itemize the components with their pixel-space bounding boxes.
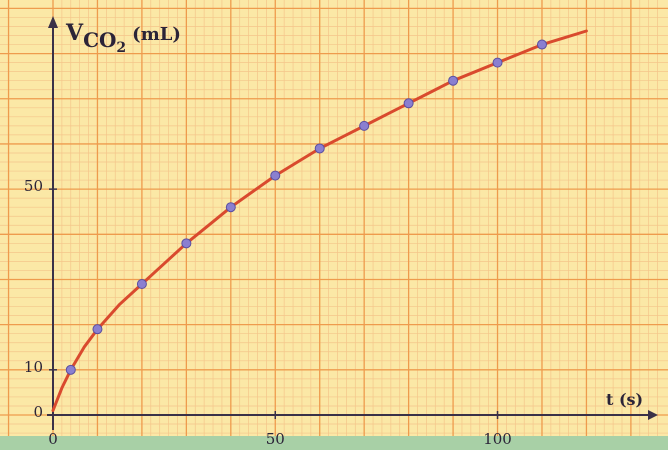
y-axis-title-sub: CO — [83, 28, 116, 52]
x-axis-title: t (s) — [606, 390, 643, 409]
data-point — [225, 202, 236, 213]
data-point — [92, 324, 103, 335]
y-axis-arrow — [48, 16, 58, 28]
data-point — [359, 120, 370, 131]
fitted-curve — [51, 29, 588, 412]
data-point — [270, 170, 281, 181]
y-tick-label: 10 — [24, 358, 43, 376]
y-axis-title-main: V — [65, 20, 84, 46]
data-point — [314, 143, 325, 154]
x-axis-arrow — [648, 410, 658, 420]
y-axis-title-unit: (mL) — [132, 24, 181, 45]
y-axis-title-subscript: 2 — [116, 40, 126, 56]
curve-line — [51, 29, 588, 412]
data-point — [181, 238, 192, 249]
y-tick-label: 0 — [33, 403, 43, 421]
x-tick-label: 50 — [266, 430, 285, 448]
data-point — [136, 278, 147, 289]
y-tick-label: 50 — [24, 177, 43, 195]
data-point — [492, 57, 503, 68]
tick-labels: 0 50 100 0 10 50 — [24, 177, 512, 448]
data-points — [65, 39, 547, 375]
x-tick-label: 100 — [483, 430, 512, 448]
data-point — [448, 75, 459, 86]
x-tick-label: 0 — [48, 430, 58, 448]
y-axis-title: VCO2 (mL) — [65, 20, 181, 56]
bottom-border-strip — [0, 436, 668, 450]
data-point — [65, 364, 76, 375]
grid-minor-lines — [0, 0, 668, 436]
axes — [47, 16, 658, 430]
data-point — [536, 39, 547, 50]
data-point — [403, 98, 414, 109]
